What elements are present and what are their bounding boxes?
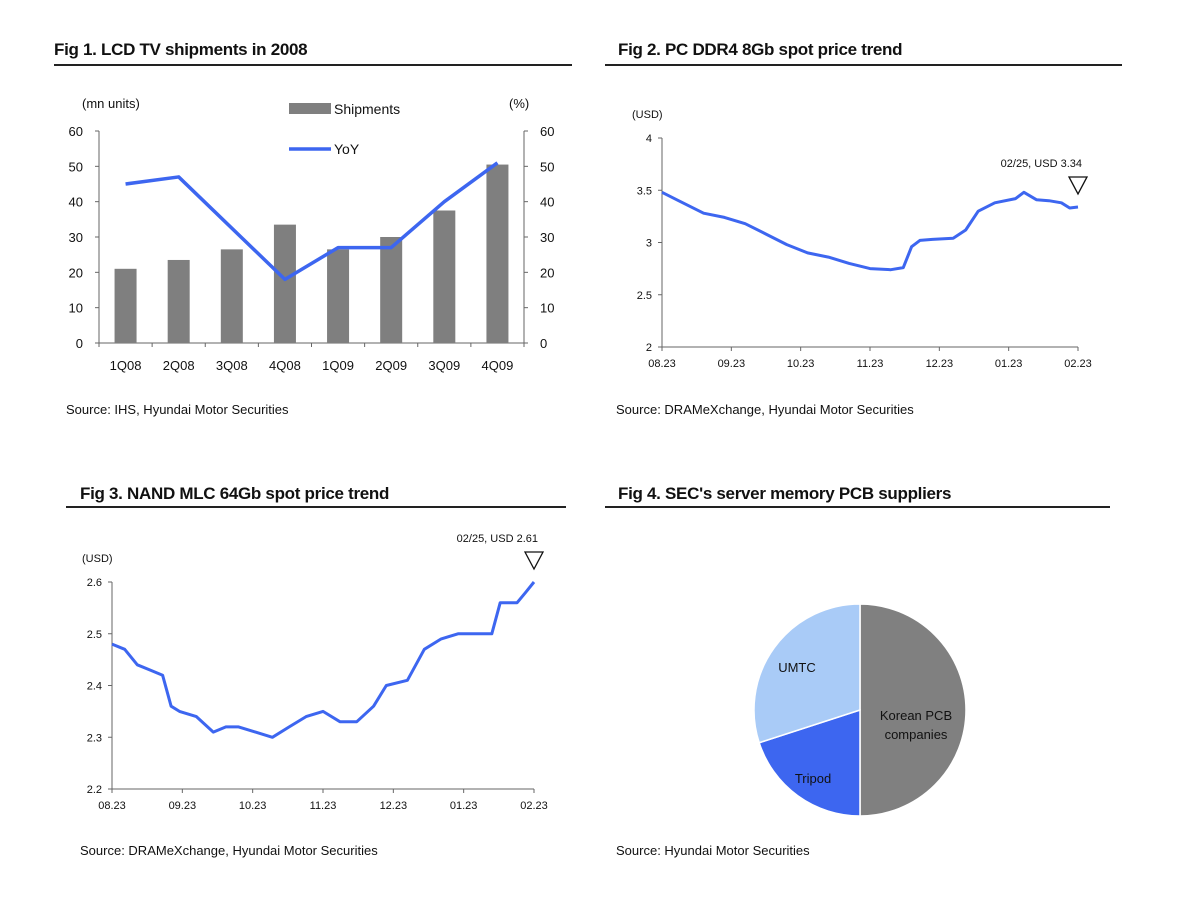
fig1-x-tick-label: 3Q09 bbox=[428, 358, 460, 373]
fig1-x-tick-label: 4Q09 bbox=[482, 358, 514, 373]
fig1-legend-shipments-label: Shipments bbox=[334, 101, 400, 117]
fig3-y-tick-label: 2.4 bbox=[87, 681, 102, 693]
fig2-marker-triangle bbox=[1067, 176, 1089, 196]
fig4-title-rule bbox=[605, 506, 1110, 508]
fig1-legend-shipments-swatch bbox=[289, 103, 331, 114]
fig3-x-tick-label: 02.23 bbox=[520, 800, 548, 812]
fig3-x-tick-label: 09.23 bbox=[169, 800, 197, 812]
fig1-left-tick-label: 0 bbox=[76, 336, 83, 351]
fig3-y-tick-label: 2.3 bbox=[87, 732, 102, 744]
fig1-x-tick-label: 4Q08 bbox=[269, 358, 301, 373]
fig1-x-tick-label: 1Q09 bbox=[322, 358, 354, 373]
fig1-right-tick-label: 20 bbox=[540, 265, 554, 280]
fig1-right-tick-label: 10 bbox=[540, 301, 554, 316]
fig4-slice-label: Tripod bbox=[795, 771, 831, 786]
fig4-source: Source: Hyundai Motor Securities bbox=[616, 843, 810, 858]
fig2-x-tick-label: 02.23 bbox=[1064, 358, 1092, 370]
fig3-x-tick-label: 10.23 bbox=[239, 800, 267, 812]
fig1-legend-yoy-label: YoY bbox=[334, 141, 360, 157]
fig3-chart: 2.2 2.3 2.4 2.5 2.6 08.23 09.23 10.23 11.23 12.23… bbox=[82, 533, 548, 812]
fig1-bar bbox=[273, 224, 296, 343]
fig2-x-tick-label: 11.23 bbox=[857, 358, 884, 370]
fig3-y-tick-label: 2.5 bbox=[87, 629, 102, 641]
fig2-source: Source: DRAMeXchange, Hyundai Motor Secu… bbox=[616, 402, 914, 417]
fig1-right-tick-label: 40 bbox=[540, 195, 554, 210]
fig1-left-tick-label: 20 bbox=[69, 265, 83, 280]
fig1-bar bbox=[486, 164, 509, 343]
fig4-slice-label: Korean PCB companies bbox=[880, 708, 952, 742]
fig2-y-tick-label: 4 bbox=[646, 133, 652, 145]
fig2-x-tick-label: 08.23 bbox=[648, 358, 676, 370]
fig2-x-tick-label: 01.23 bbox=[995, 358, 1023, 370]
fig1-right-tick-label: 0 bbox=[540, 336, 547, 351]
fig2-title: Fig 2. PC DDR4 8Gb spot price trend bbox=[618, 40, 903, 59]
fig3-x-tick-label: 12.23 bbox=[380, 800, 408, 812]
fig1-right-tick-label: 30 bbox=[540, 230, 554, 245]
fig3-y-tick-label: 2.6 bbox=[87, 577, 102, 589]
fig1-x-tick-label: 2Q09 bbox=[375, 358, 407, 373]
fig1-left-tick-label: 40 bbox=[69, 195, 83, 210]
fig1-title-rule bbox=[54, 64, 572, 66]
fig1-bar bbox=[167, 259, 190, 343]
fig1-bar bbox=[220, 249, 243, 343]
fig2-chart: 2 2.5 3 3.5 4 08.23 09.23 10.23 11.23 12.23 01.23 0… bbox=[632, 109, 1092, 370]
fig4-slice-label: UMTC bbox=[778, 660, 816, 675]
fig1-x-tick-label: 3Q08 bbox=[216, 358, 248, 373]
fig1-ylabel-left: (mn units) bbox=[82, 96, 140, 111]
fig4-title: Fig 4. SEC's server memory PCB suppliers bbox=[618, 484, 952, 503]
fig2-y-tick-label: 2.5 bbox=[637, 290, 652, 302]
fig1-source: Source: IHS, Hyundai Motor Securities bbox=[66, 402, 289, 417]
fig1-bar bbox=[327, 249, 350, 343]
fig4-pie-slice bbox=[758, 708, 861, 817]
fig1-right-tick-label: 50 bbox=[540, 159, 554, 174]
fig2-price-line bbox=[661, 190, 1079, 272]
fig3-x-tick-label: 11.23 bbox=[310, 800, 337, 812]
fig3-title: Fig 3. NAND MLC 64Gb spot price trend bbox=[80, 484, 390, 503]
fig1-bar bbox=[433, 210, 456, 343]
fig2-title-rule bbox=[605, 64, 1122, 66]
fig2-x-tick-label: 10.23 bbox=[787, 358, 815, 370]
fig1-x-tick-label: 1Q08 bbox=[110, 358, 142, 373]
fig2-y-tick-label: 3.5 bbox=[637, 185, 652, 197]
fig3-ylabel: (USD) bbox=[82, 553, 113, 565]
fig3-title-rule bbox=[66, 506, 566, 508]
fig1-title: Fig 1. LCD TV shipments in 2008 bbox=[54, 40, 308, 59]
fig1-left-tick-label: 50 bbox=[69, 159, 83, 174]
fig1-chart: 0 0 10 10 20 20 30 30 40 40 50 50 60 60 1Q08 2Q08 3Q08 4Q… bbox=[69, 96, 555, 373]
fig2-x-tick-label: 12.23 bbox=[926, 358, 954, 370]
fig1-left-tick-label: 30 bbox=[69, 230, 83, 245]
fig1-left-tick-label: 10 bbox=[69, 301, 83, 316]
fig1-x-tick-label: 2Q08 bbox=[163, 358, 195, 373]
fig2-y-tick-label: 3 bbox=[646, 238, 652, 250]
fig3-annotation: 02/25, USD 2.61 bbox=[457, 533, 538, 545]
fig2-ylabel: (USD) bbox=[632, 109, 663, 121]
fig1-bar bbox=[380, 237, 403, 343]
fig1-yoy-line bbox=[125, 161, 499, 282]
fig3-price-line bbox=[111, 581, 536, 739]
fig2-y-tick-label: 2 bbox=[646, 342, 652, 354]
fig3-marker-triangle bbox=[523, 551, 545, 571]
fig3-source: Source: DRAMeXchange, Hyundai Motor Secu… bbox=[80, 843, 378, 858]
fig3-x-tick-label: 01.23 bbox=[450, 800, 478, 812]
fig1-left-tick-label: 60 bbox=[69, 124, 83, 139]
fig3-x-tick-label: 08.23 bbox=[98, 800, 126, 812]
fig1-right-tick-label: 60 bbox=[540, 124, 554, 139]
fig4-pie-slice bbox=[753, 603, 861, 744]
fig2-annotation: 02/25, USD 3.34 bbox=[1001, 158, 1082, 170]
fig3-y-tick-label: 2.2 bbox=[87, 784, 102, 796]
fig4-chart: Korean PCB companies Tripod UMTC bbox=[753, 603, 967, 817]
fig2-x-tick-label: 09.23 bbox=[718, 358, 746, 370]
fig4-pie-slice bbox=[859, 603, 967, 817]
fig1-ylabel-right: (%) bbox=[509, 96, 529, 111]
fig1-bar bbox=[114, 268, 137, 343]
